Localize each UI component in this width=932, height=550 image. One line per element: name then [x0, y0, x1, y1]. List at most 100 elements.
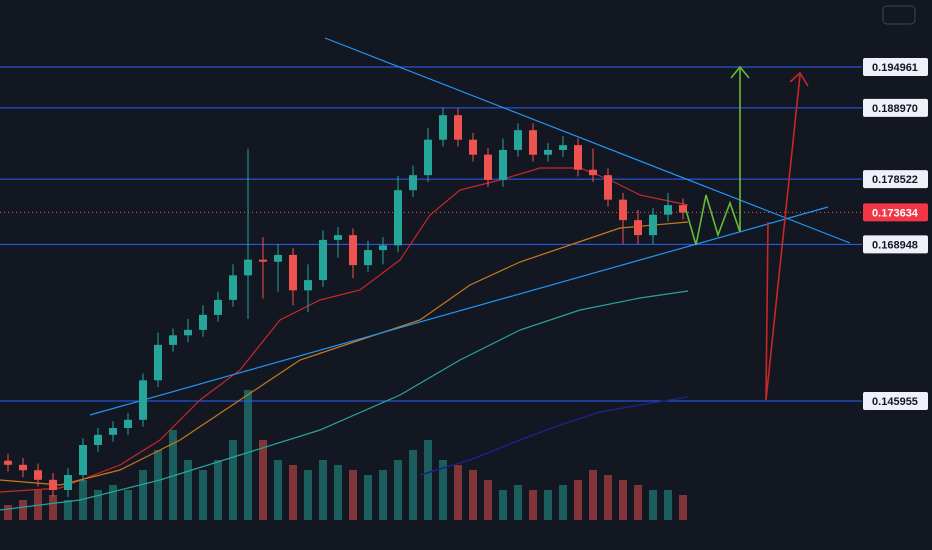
candle-body [469, 139, 477, 155]
candle-body [109, 428, 117, 435]
level-label-box [863, 235, 928, 254]
candle-body [364, 250, 372, 266]
level-label-box [863, 58, 928, 77]
candle-body [454, 115, 462, 140]
level-label: 0.188970 [872, 103, 918, 115]
candle-body [379, 245, 387, 251]
ma-red [0, 167, 689, 493]
volume-bar [259, 440, 267, 520]
ma-navy [419, 396, 689, 476]
trendlines [89, 37, 851, 416]
volume-bar [109, 485, 117, 520]
candle-body [424, 139, 432, 176]
volume-bar [514, 485, 522, 520]
volume-bar [124, 490, 132, 520]
volume-bar [454, 465, 462, 520]
candle-body [544, 149, 552, 155]
candle-body [634, 220, 642, 236]
price-labels: 0.194961 0.188970 0.178522 0.168948 0.145955… [863, 58, 928, 411]
volume-bar [409, 450, 417, 520]
candle-body [604, 175, 612, 200]
toolbar-button[interactable] [882, 5, 916, 25]
candle-body [529, 130, 537, 155]
volume-bar [574, 480, 582, 520]
volume-bar [184, 460, 192, 520]
volume-bar [604, 475, 612, 520]
level-label: 0.194961 [872, 62, 918, 74]
projections [685, 65, 809, 401]
trendline-up [89, 206, 829, 416]
level-label-box [863, 98, 928, 117]
volume-bar [154, 450, 162, 520]
volume-bar [49, 495, 57, 520]
candle-body [79, 445, 87, 476]
volume-bar [664, 490, 672, 520]
volume-bar [544, 490, 552, 520]
candle-body [259, 259, 267, 262]
candle-body [244, 259, 252, 276]
volume-bar [289, 465, 297, 520]
candle-body [139, 380, 147, 420]
candle-body [94, 434, 102, 446]
candle-body [394, 190, 402, 246]
volume-bar [274, 460, 282, 520]
volume-bar [304, 470, 312, 520]
volume-bar [619, 480, 627, 520]
candle-body [589, 169, 597, 176]
volume-pane [4, 390, 687, 520]
candle-body [679, 205, 687, 213]
levels [0, 66, 862, 402]
candle-body [289, 254, 297, 291]
volume-bar [559, 485, 567, 520]
candle-body [514, 130, 522, 150]
candle-body [184, 329, 192, 336]
candle-body [484, 154, 492, 180]
volume-bar [589, 470, 597, 520]
volume-bar [679, 495, 687, 520]
candle-body [199, 314, 207, 330]
volume-bar [364, 475, 372, 520]
volume-bar [349, 470, 357, 520]
candle-body [649, 214, 657, 236]
candle-body [49, 479, 57, 491]
volume-bar [334, 465, 342, 520]
volume-bar [169, 430, 177, 520]
volume-bar [4, 505, 12, 520]
red-arrowhead [789, 71, 809, 87]
candle-body [154, 344, 162, 381]
ma-teal [0, 290, 689, 511]
volume-bar [229, 440, 237, 520]
last-price-box [863, 203, 928, 222]
candle-body [499, 149, 507, 180]
candle-body [574, 145, 582, 170]
candle-body [439, 115, 447, 140]
candle-body [559, 145, 567, 150]
level-label: 0.178522 [872, 174, 918, 186]
candles [4, 107, 687, 497]
volume-bar [94, 490, 102, 520]
volume-bar [214, 460, 222, 520]
volume-bar [499, 490, 507, 520]
candle-body [169, 335, 177, 345]
volume-bar [64, 500, 72, 520]
green-path [685, 68, 741, 246]
candle-body [664, 205, 672, 215]
candle-body [409, 175, 417, 191]
volume-bar [439, 460, 447, 520]
candle-body [274, 254, 282, 262]
volume-bar [529, 490, 537, 520]
volume-bar [394, 460, 402, 520]
volume-bar [484, 480, 492, 520]
candle-body [304, 280, 312, 291]
ma-orange [0, 221, 689, 486]
volume-bar [199, 470, 207, 520]
candle-body [19, 464, 27, 471]
red-path [765, 74, 801, 401]
candle-body [34, 470, 42, 480]
volume-bar [634, 485, 642, 520]
volume-bar [139, 470, 147, 520]
level-label: 0.168948 [872, 239, 918, 251]
candle-body [214, 299, 222, 315]
